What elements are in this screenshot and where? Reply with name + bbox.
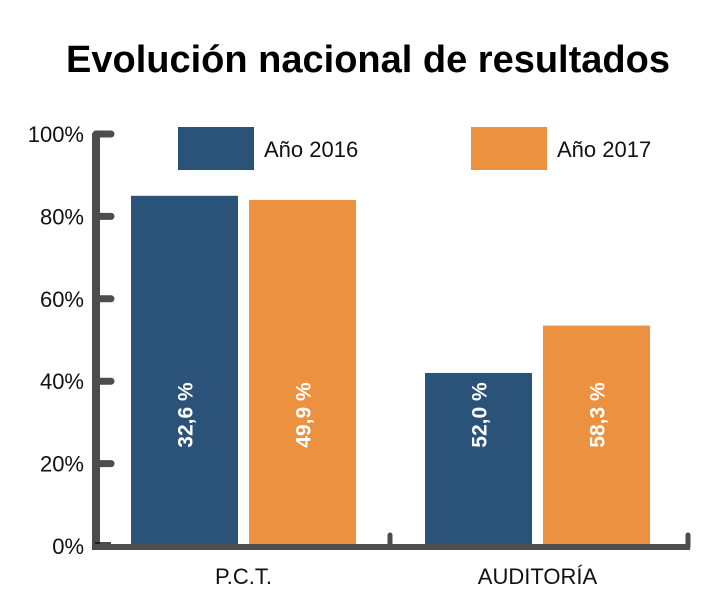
y-tick-label: 60% bbox=[40, 287, 84, 312]
legend: Año 2016 Año 2017 bbox=[178, 127, 651, 170]
bar-2016-0 bbox=[131, 195, 238, 545]
bar-2017-0 bbox=[249, 199, 356, 545]
bars: 32,6 % 49,9 % P.C.T. 52,0 % 58,3 % AUDITORÍA bbox=[131, 195, 650, 589]
legend-swatch-1 bbox=[471, 127, 547, 170]
y-tick-label: 40% bbox=[40, 369, 84, 394]
data-label: 49,9 % bbox=[293, 382, 316, 448]
legend-label-0: Año 2016 bbox=[264, 137, 358, 162]
data-label: 58,3 % bbox=[587, 382, 610, 448]
bar-2016-1 bbox=[425, 372, 532, 544]
bar-2017-1 bbox=[543, 325, 650, 544]
data-label: 52,0 % bbox=[469, 382, 492, 448]
y-tick-label: 0% bbox=[52, 534, 84, 559]
chart-title: Evolución nacional de resultados bbox=[66, 39, 670, 81]
legend-swatch-0 bbox=[178, 127, 254, 170]
x-category-label: P.C.T. bbox=[215, 564, 272, 589]
y-tick-label: 80% bbox=[40, 204, 84, 229]
x-category-label: AUDITORÍA bbox=[478, 564, 598, 589]
data-label: 32,6 % bbox=[175, 382, 198, 448]
y-tick-label: 20% bbox=[40, 452, 84, 477]
axes: 0% 20% 40% 60% 80% 100% bbox=[28, 122, 691, 559]
y-tick-label: 100% bbox=[28, 122, 84, 147]
legend-label-1: Año 2017 bbox=[557, 137, 651, 162]
